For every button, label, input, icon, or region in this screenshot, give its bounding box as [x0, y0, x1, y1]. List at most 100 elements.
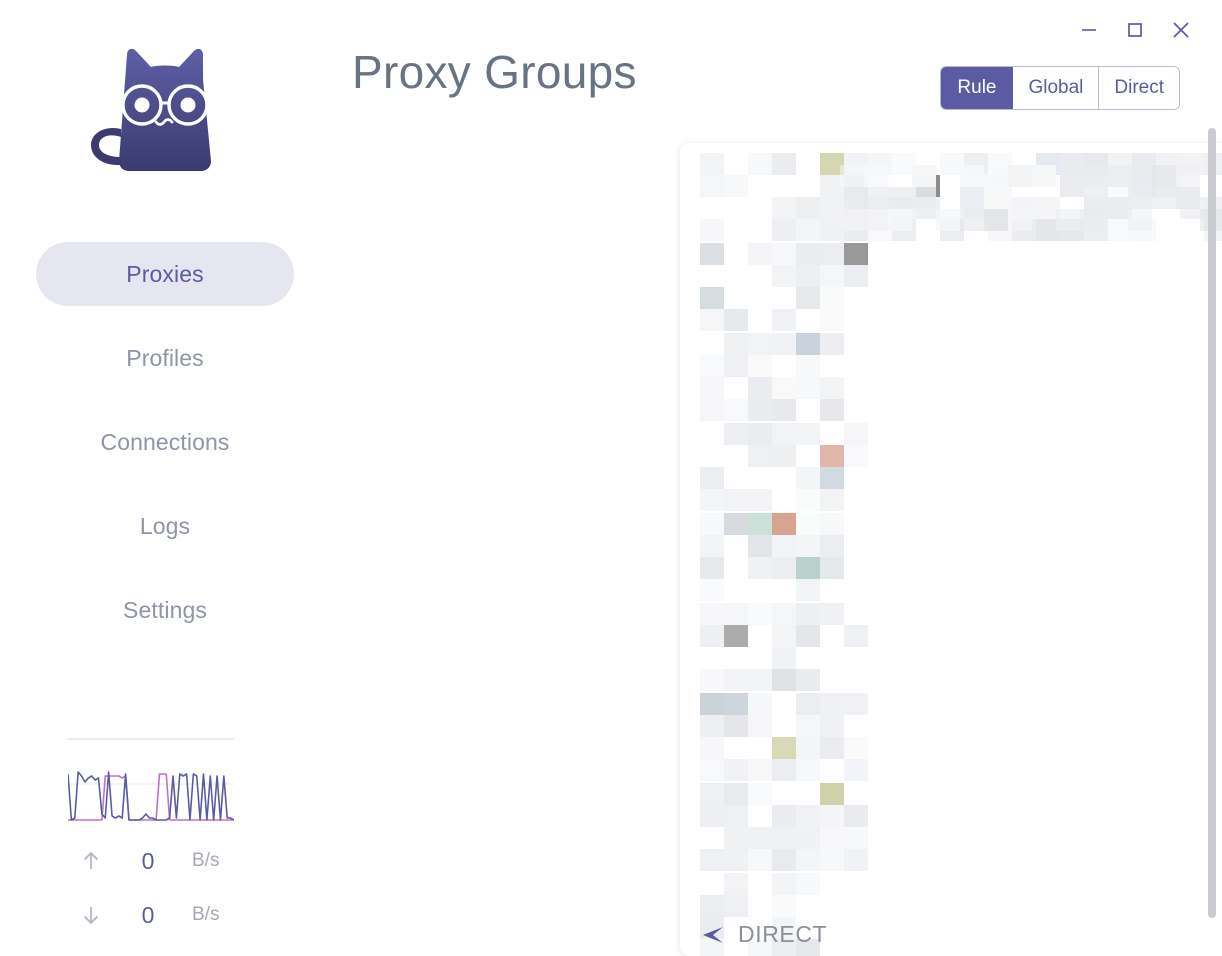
- redaction-block: [724, 309, 748, 331]
- redaction-block: [796, 467, 820, 489]
- redaction-block: [820, 445, 844, 467]
- main-scrollbar[interactable]: [1208, 128, 1216, 948]
- mode-option-global[interactable]: Global: [1013, 67, 1100, 109]
- sidebar-item-proxies[interactable]: Proxies: [36, 242, 294, 306]
- proxy-group-row[interactable]: [680, 863, 1222, 956]
- redaction-block: [748, 243, 772, 265]
- redaction-block: [940, 153, 964, 175]
- redaction-block: [820, 467, 844, 489]
- close-button[interactable]: [1158, 7, 1204, 53]
- sidebar-item-settings[interactable]: Settings: [36, 578, 294, 642]
- proxy-group-row[interactable]: [680, 773, 1222, 871]
- redaction-block: [748, 603, 772, 625]
- traffic-sparkline-chart: [68, 771, 234, 821]
- send-arrow-icon: [700, 922, 726, 948]
- redaction-block: [700, 805, 724, 827]
- redaction-block: [772, 557, 796, 579]
- maximize-button[interactable]: [1112, 7, 1158, 53]
- redaction-block: [724, 693, 748, 715]
- redaction-block: [700, 579, 724, 601]
- minimize-button[interactable]: [1066, 7, 1112, 53]
- redaction-block: [772, 737, 796, 759]
- redaction-block: [1056, 209, 1080, 231]
- redaction-block: [820, 513, 844, 535]
- redaction-block: [820, 783, 844, 805]
- arrow-down-icon: [68, 902, 114, 928]
- proxy-group-row[interactable]: [680, 413, 1222, 511]
- proxy-group-row[interactable]: [680, 143, 1222, 241]
- proxy-group-row[interactable]: [680, 233, 1222, 331]
- mode-option-label: Direct: [1114, 77, 1164, 98]
- traffic-panel: 0 B/s 0 B/s: [68, 738, 264, 942]
- redaction-block: [772, 265, 796, 287]
- proxy-groups-card: DIRECT: [680, 143, 1222, 956]
- mode-option-direct[interactable]: Direct: [1099, 67, 1179, 109]
- redaction-block: [748, 535, 772, 557]
- redaction-block: [1036, 197, 1060, 219]
- redaction-block: [1176, 187, 1200, 209]
- scrollbar-thumb[interactable]: [1208, 128, 1216, 918]
- redaction-block: [700, 625, 724, 647]
- proxy-group-name-redacted: [700, 593, 868, 691]
- redaction-block: [1108, 197, 1132, 219]
- upload-speed-row: 0 B/s: [68, 834, 264, 888]
- redaction-block: [724, 849, 748, 871]
- redaction-block: [700, 557, 724, 579]
- redaction-block: [820, 603, 844, 625]
- redaction-block: [796, 849, 820, 871]
- redaction-block: [960, 187, 984, 209]
- redaction-block: [724, 873, 748, 895]
- redaction-block: [724, 895, 748, 917]
- redaction-block: [820, 287, 844, 309]
- sidebar-item-connections[interactable]: Connections: [36, 410, 294, 474]
- proxy-group-name-redacted: [700, 323, 844, 421]
- redaction-block: [796, 873, 820, 895]
- sidebar-nav: Proxies Profiles Connections Logs Settin…: [0, 242, 330, 662]
- proxy-group-row[interactable]: [680, 503, 1222, 601]
- proxy-group-row[interactable]: [680, 593, 1222, 691]
- download-speed-row: 0 B/s: [68, 888, 264, 942]
- redaction-block: [772, 309, 796, 331]
- redaction-block: [796, 625, 820, 647]
- redaction-block: [1108, 219, 1132, 241]
- redaction-block: [820, 489, 844, 511]
- redaction-block: [1080, 209, 1104, 231]
- proxy-group-row[interactable]: [680, 323, 1222, 421]
- redaction-block: [772, 917, 796, 939]
- proxy-group-name-redacted: [700, 863, 820, 956]
- proxy-group-row[interactable]: [680, 683, 1222, 781]
- mode-option-rule[interactable]: Rule: [941, 67, 1014, 109]
- main-content: Proxy Groups Rule Global Direct DIRECT: [330, 0, 1222, 956]
- sidebar-item-label: Logs: [139, 512, 191, 539]
- redaction-block: [796, 535, 820, 557]
- redaction-block: [1080, 165, 1104, 187]
- arrow-up-icon: [68, 848, 114, 874]
- proxy-chips-redacted: [840, 143, 1222, 233]
- redaction-block: [700, 693, 724, 715]
- redaction-block: [820, 399, 844, 421]
- redaction-block: [1060, 153, 1084, 175]
- redaction-block: [748, 557, 772, 579]
- redaction-block: [748, 489, 772, 511]
- redaction-block: [888, 187, 912, 209]
- redaction-block: [796, 333, 820, 355]
- redaction-block: [748, 759, 772, 781]
- redaction-block: [960, 165, 984, 187]
- redaction-block: [988, 153, 1012, 175]
- redaction-block: [700, 219, 724, 241]
- redaction-block: [724, 783, 748, 805]
- redaction-block: [748, 827, 772, 849]
- redaction-block: [796, 287, 820, 309]
- redaction-block: [724, 423, 748, 445]
- proxy-group-name-redacted: [700, 413, 868, 511]
- sidebar-item-profiles[interactable]: Profiles: [36, 326, 294, 390]
- redaction-block: [772, 827, 796, 849]
- sidebar-item-logs[interactable]: Logs: [36, 494, 294, 558]
- redaction-block: [772, 939, 796, 956]
- redaction-block: [796, 805, 820, 827]
- redaction-block: [892, 153, 916, 175]
- direct-node-row[interactable]: DIRECT: [700, 921, 827, 948]
- redaction-block: [772, 219, 796, 241]
- redaction-block: [844, 827, 868, 849]
- redaction-block: [844, 625, 868, 647]
